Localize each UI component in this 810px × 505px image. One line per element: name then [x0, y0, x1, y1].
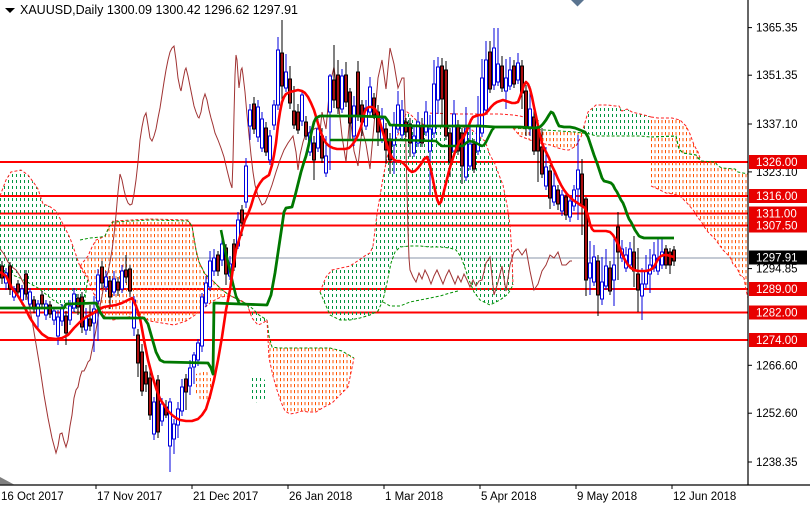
svg-text:1294.85: 1294.85 — [756, 264, 798, 276]
svg-text:17 Nov 2017: 17 Nov 2017 — [97, 491, 162, 503]
svg-text:21 Dec 2017: 21 Dec 2017 — [193, 491, 258, 503]
svg-text:16 Oct 2017: 16 Oct 2017 — [1, 491, 64, 503]
svg-text:1282.00: 1282.00 — [756, 308, 798, 320]
svg-text:1297.91: 1297.91 — [756, 253, 798, 265]
svg-text:1266.60: 1266.60 — [756, 360, 798, 372]
svg-text:1252.60: 1252.60 — [756, 408, 798, 420]
svg-text:1 Mar 2018: 1 Mar 2018 — [385, 491, 443, 503]
svg-text:1365.35: 1365.35 — [756, 23, 798, 35]
svg-text:1274.00: 1274.00 — [756, 335, 798, 347]
svg-text:26 Jan 2018: 26 Jan 2018 — [289, 491, 352, 503]
svg-text:XAUUSD,Daily 1300.09 1300.42: XAUUSD,Daily 1300.09 1300.42 1296.62 129… — [20, 3, 298, 17]
svg-text:1337.10: 1337.10 — [756, 119, 798, 131]
svg-text:1316.00: 1316.00 — [756, 191, 798, 203]
svg-text:1323.10: 1323.10 — [756, 167, 798, 179]
svg-text:1238.35: 1238.35 — [756, 457, 798, 469]
svg-text:1307.50: 1307.50 — [756, 221, 798, 233]
svg-text:9 May 2018: 9 May 2018 — [577, 491, 637, 503]
svg-text:1289.00: 1289.00 — [756, 284, 798, 296]
svg-text:1311.00: 1311.00 — [756, 209, 797, 221]
svg-text:1351.35: 1351.35 — [756, 70, 798, 82]
svg-text:1326.00: 1326.00 — [756, 157, 798, 169]
svg-text:5 Apr 2018: 5 Apr 2018 — [481, 491, 537, 503]
svg-text:12 Jun 2018: 12 Jun 2018 — [673, 491, 736, 503]
